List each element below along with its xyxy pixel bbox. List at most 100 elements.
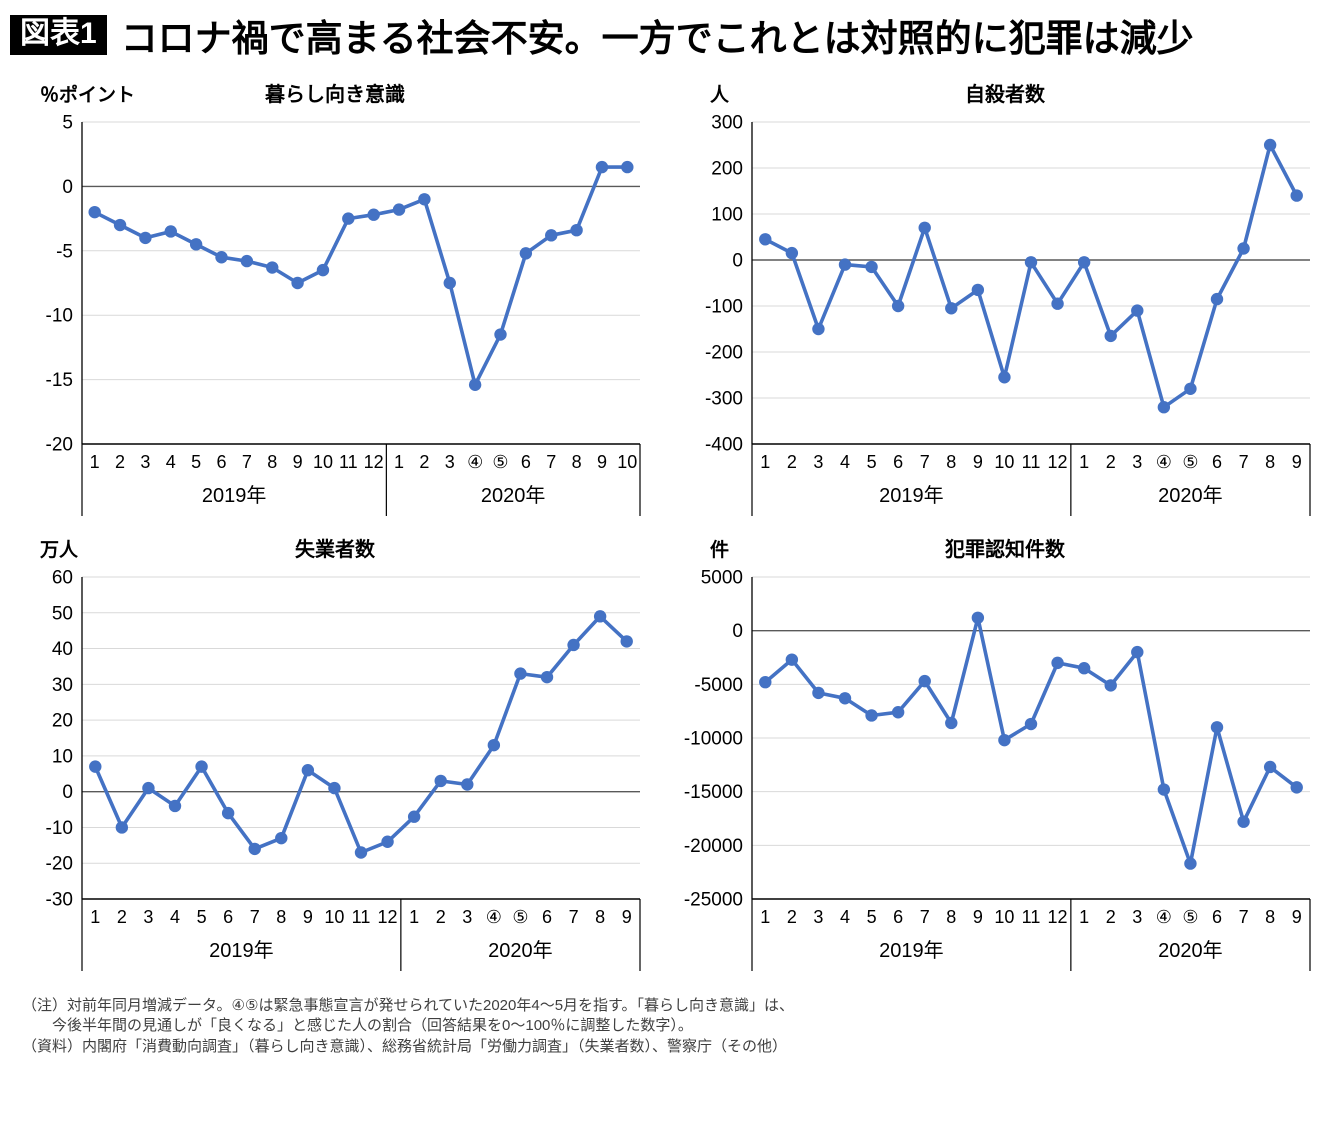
- data-point-marker: [918, 674, 931, 688]
- x-tick-label: 6: [1212, 452, 1222, 472]
- year-label: 2019年: [879, 939, 944, 962]
- x-tick-label: 6: [521, 452, 531, 472]
- x-tick-label: 8: [267, 452, 277, 472]
- data-point-marker: [570, 223, 583, 237]
- data-point-marker: [248, 842, 261, 856]
- x-tick-label: 11: [339, 452, 358, 472]
- x-tick-label: 3: [143, 907, 153, 927]
- y-axis-unit-label: 万人: [40, 540, 79, 561]
- x-tick-label: 9: [1292, 452, 1302, 472]
- x-tick-label: 2: [1106, 452, 1116, 472]
- data-point-marker: [593, 610, 607, 623]
- y-axis-unit-label: 件: [710, 540, 730, 561]
- data-point-marker: [418, 193, 431, 206]
- data-point-marker: [407, 810, 421, 823]
- data-point-marker: [434, 774, 447, 788]
- data-point-marker: [1051, 297, 1064, 310]
- x-tick-label: 1: [1079, 452, 1089, 472]
- chart-title: 失業者数: [295, 539, 375, 561]
- chart-suicides: 人 自殺者数 300 200 100 0 -100 -200 -300 -400 1 2 3 4 5 6 7…: [670, 76, 1340, 531]
- y-tick-label: -5: [56, 241, 73, 262]
- y-tick-label: -400: [705, 435, 743, 456]
- data-point-marker: [443, 276, 456, 290]
- x-tick-label: 1: [760, 452, 770, 472]
- data-point-marker: [865, 260, 878, 274]
- data-point-marker: [164, 225, 177, 238]
- footnote-line: （注）対前年同月増減データ。④⑤は緊急事態宣言が発せられていた2020年4～5月…: [22, 997, 795, 1014]
- chart-title: 暮らし向き意識: [265, 84, 405, 106]
- x-tick-label: 6: [893, 907, 903, 927]
- x-tick-label: 2: [787, 907, 797, 927]
- data-point-marker: [971, 283, 985, 297]
- y-tick-label: 0: [732, 251, 743, 272]
- x-tick-label: ⑤: [512, 907, 528, 927]
- data-point-marker: [1237, 815, 1250, 828]
- data-point-marker: [328, 781, 341, 795]
- x-tick-label: 10: [994, 452, 1014, 472]
- x-tick-label: 5: [191, 452, 201, 472]
- x-tick-label: 9: [1292, 907, 1302, 927]
- year-label: 2019年: [209, 939, 274, 962]
- data-point-marker: [1157, 401, 1171, 414]
- x-tick-label: 8: [276, 907, 286, 927]
- x-tick-label: ④: [1156, 907, 1172, 927]
- x-tick-label: 4: [170, 907, 180, 927]
- data-point-marker: [381, 835, 394, 848]
- x-tick-label: 12: [1048, 452, 1068, 472]
- x-tick-label: 2: [117, 907, 127, 927]
- y-tick-label: -200: [705, 343, 743, 364]
- x-tick-label: 3: [1132, 452, 1142, 472]
- data-point-marker: [1210, 721, 1224, 734]
- data-point-marker: [301, 764, 315, 777]
- data-point-marker: [514, 667, 527, 680]
- data-point-marker: [1184, 382, 1197, 395]
- y-tick-label: -20: [46, 854, 73, 875]
- chart-title: 自殺者数: [965, 84, 1045, 106]
- year-label: 2020年: [1158, 939, 1223, 962]
- x-tick-label: 6: [542, 907, 552, 927]
- y-tick-label: -100: [705, 297, 743, 318]
- y-tick-label: 30: [52, 675, 73, 696]
- data-series-line: [93, 614, 629, 855]
- data-point-marker: [1290, 781, 1303, 794]
- data-point-marker: [1263, 138, 1277, 152]
- data-point-marker: [1024, 717, 1038, 731]
- data-point-marker: [595, 160, 609, 174]
- data-point-marker: [342, 212, 355, 225]
- chart-title: 犯罪認知件数: [945, 539, 1065, 561]
- data-point-marker: [759, 675, 772, 689]
- y-tick-label: 60: [52, 568, 73, 589]
- y-tick-label: 100: [711, 205, 743, 226]
- data-point-marker: [1210, 292, 1224, 306]
- chart-crimes: 件 犯罪認知件数 5000 0 -5000 -10000 -15000 -20000 -25…: [670, 531, 1340, 986]
- x-tick-label: ④: [486, 907, 502, 927]
- data-point-marker: [1051, 656, 1064, 670]
- data-point-marker: [540, 670, 554, 684]
- data-point-marker: [487, 738, 501, 752]
- data-point-marker: [291, 276, 304, 290]
- x-tick-label: 1: [409, 907, 419, 927]
- figure-title: コロナ禍で高まる社会不安。一方でこれとは対照的に犯罪は減少: [120, 18, 1194, 59]
- x-tick-label: 2: [115, 452, 125, 472]
- chart-head: 人 自殺者数: [670, 76, 1340, 108]
- x-tick-label: 12: [378, 907, 398, 927]
- x-tick-label: 4: [166, 452, 176, 472]
- y-tick-label: 5: [62, 113, 73, 134]
- data-point-marker: [1077, 662, 1091, 675]
- data-series-line: [92, 165, 630, 387]
- x-tick-label: 1: [90, 452, 100, 472]
- x-tick-label: ⑤: [1182, 907, 1198, 927]
- data-point-marker: [998, 733, 1011, 747]
- data-point-marker: [545, 229, 558, 242]
- x-tick-label: 4: [840, 907, 850, 927]
- x-tick-label: 7: [1239, 452, 1249, 472]
- x-tick-label: 7: [546, 452, 556, 472]
- year-label: 2019年: [202, 484, 267, 507]
- figure-header: 図表1 コロナ禍で高まる社会不安。一方でこれとは対照的に犯罪は減少: [0, 0, 1340, 62]
- x-tick-label: 11: [352, 907, 371, 927]
- data-point-marker: [620, 635, 633, 648]
- data-point-marker: [316, 263, 330, 277]
- data-point-marker: [115, 821, 129, 834]
- x-tick-label: 2: [787, 452, 797, 472]
